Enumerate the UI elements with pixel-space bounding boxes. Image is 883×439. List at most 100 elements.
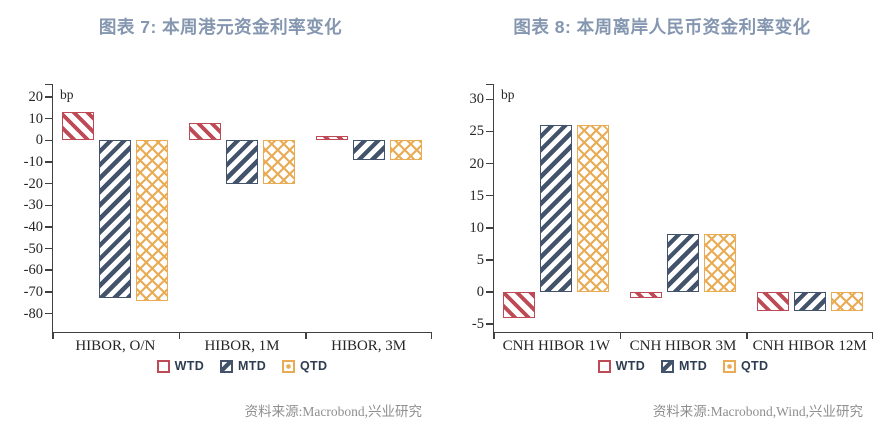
y-axis-tick-label: 0 xyxy=(476,283,484,300)
bar-wtd-hibor-1m xyxy=(189,122,221,141)
legend-swatch-mtd-icon xyxy=(220,359,234,373)
y-axis-end-tick xyxy=(486,83,493,85)
bar-wtd-cnh-hibor-12m xyxy=(756,291,789,312)
bar-mtd-cnh-hibor-1w xyxy=(540,125,573,292)
x-axis-tick xyxy=(493,333,495,339)
bar-qtd-hibor-1m xyxy=(263,140,295,184)
y-axis-tick xyxy=(45,182,52,185)
y-axis-tick-label: -30 xyxy=(23,197,43,214)
y-axis-tick-label: 10 xyxy=(28,110,44,127)
y-axis-tick xyxy=(45,312,52,315)
y-axis-unit-label: bp xyxy=(60,87,74,102)
legend-item-wtd: WTD xyxy=(597,359,646,373)
x-axis-tick xyxy=(619,333,622,339)
y-axis-tick xyxy=(45,96,52,98)
x-axis-category-label: CNH HIBOR 12M xyxy=(752,338,867,354)
x-axis-tick xyxy=(305,333,307,339)
bar-wtd-cnh-hibor-1w xyxy=(503,291,536,318)
legend-label-qtd: QTD xyxy=(741,359,769,373)
legend-swatch-mtd-icon xyxy=(661,359,675,373)
y-axis-end-tick xyxy=(45,83,52,85)
y-axis-tick xyxy=(45,161,52,163)
y-axis-tick-label: -10 xyxy=(23,153,43,170)
legend-item-qtd: QTD xyxy=(723,359,768,373)
legend-item-mtd: MTD xyxy=(220,359,266,373)
legend-item-wtd: WTD xyxy=(156,359,205,373)
plot-area xyxy=(493,84,873,333)
y-axis-tick-label: -60 xyxy=(23,262,43,279)
y-axis-tick-label: 20 xyxy=(28,88,44,105)
y-axis-tick-label: 5 xyxy=(476,251,484,268)
y-axis-tick-label: -40 xyxy=(23,218,43,235)
legend-swatch-qtd-icon xyxy=(282,359,296,373)
figure-8-chart: bp 30 25 20 15 10 5 0 -5 CNH HIBOR 1W CNH HIBOR 3M… xyxy=(441,0,883,439)
bar-mtd-hibor-1m xyxy=(226,140,258,184)
figure-8-title: 图表 8: 本周离岸人民币资金利率变化 xyxy=(513,17,811,37)
bar-mtd-hibor-3m xyxy=(352,140,385,160)
x-axis-tick xyxy=(52,333,54,339)
y-axis-tick-label: 25 xyxy=(469,123,485,140)
y-axis-tick-label: -80 xyxy=(23,305,43,322)
bar-qtd-hibor-o-n xyxy=(136,140,169,301)
figure-7-source: 资料来源:Macrobond,兴业研究 xyxy=(244,404,422,419)
x-axis-category-label: HIBOR, 1M xyxy=(204,338,280,354)
y-axis-tick xyxy=(45,269,52,271)
y-axis-tick xyxy=(486,130,493,133)
y-axis-tick xyxy=(45,226,52,228)
y-axis-tick xyxy=(45,247,52,250)
y-axis-tick-label: -20 xyxy=(23,175,43,192)
legend-swatch-wtd-icon xyxy=(597,359,611,373)
y-axis-tick-label: -50 xyxy=(23,240,43,257)
x-axis-category-label: CNH HIBOR 3M xyxy=(629,338,737,354)
legend-label-mtd: MTD xyxy=(679,359,708,373)
y-axis-unit-label: bp xyxy=(501,87,515,102)
x-axis-end-tick xyxy=(871,333,873,339)
y-axis-tick-label: 20 xyxy=(469,155,485,172)
bar-wtd-hibor-3m xyxy=(315,135,348,141)
y-axis-tick xyxy=(486,227,493,229)
bar-mtd-hibor-o-n xyxy=(99,140,132,299)
y-axis-tick xyxy=(486,98,493,101)
figure-7-title: 图表 7: 本周港元资金利率变化 xyxy=(98,17,343,37)
y-axis-tick xyxy=(486,162,493,165)
y-axis-tick-label: 15 xyxy=(469,187,485,204)
legend: WTD MTD QTD xyxy=(493,359,873,373)
bar-qtd-cnh-hibor-1w xyxy=(577,125,610,292)
legend-label-qtd: QTD xyxy=(300,359,328,373)
legend-label-wtd: WTD xyxy=(615,359,646,373)
y-axis-tick xyxy=(486,323,493,325)
x-axis-tick xyxy=(746,333,748,339)
y-axis-tick xyxy=(45,117,52,120)
x-axis-category-label: HIBOR, O/N xyxy=(75,338,156,354)
legend-swatch-qtd-icon xyxy=(723,359,737,373)
y-axis-tick-label: -70 xyxy=(23,283,43,300)
bar-qtd-cnh-hibor-12m xyxy=(830,291,863,312)
x-axis-end-tick xyxy=(430,333,432,339)
legend: WTD MTD QTD xyxy=(52,359,432,373)
x-axis-category-label: HIBOR, 3M xyxy=(331,338,407,354)
x-axis-category-label: CNH HIBOR 1W xyxy=(502,338,611,354)
y-axis-tick-label: 10 xyxy=(469,219,485,236)
legend-label-mtd: MTD xyxy=(238,359,267,373)
figure-8: 图表 8: 本周离岸人民币资金利率变化 bp 30 25 20 15 10 5 0 -5 CNH … xyxy=(441,0,883,439)
bar-mtd-cnh-hibor-12m xyxy=(793,291,826,312)
y-axis-tick-label: 30 xyxy=(469,91,485,108)
legend-item-mtd: MTD xyxy=(661,359,707,373)
y-axis-tick-label: -5 xyxy=(471,316,484,332)
legend-item-qtd: QTD xyxy=(282,359,327,373)
bar-wtd-cnh-hibor-3m xyxy=(630,291,662,299)
bar-mtd-cnh-hibor-3m xyxy=(667,234,699,292)
figure-7-chart: bp 20 10 0 -10 -20 -30 -40 -50 -60 -70 -80 HIBOR, O/… xyxy=(0,0,441,439)
y-axis-tick xyxy=(45,291,52,293)
y-axis-tick xyxy=(45,139,52,142)
legend-swatch-wtd-icon xyxy=(156,359,170,373)
figure-7: 图表 7: 本周港元资金利率变化 bp 20 10 0 -10 -20 -30 -40 -50 -… xyxy=(0,0,441,439)
figure-8-source: 资料来源:Macrobond,Wind,兴业研究 xyxy=(652,404,863,419)
y-axis-tick xyxy=(486,259,493,261)
y-axis-tick xyxy=(45,204,52,206)
bar-qtd-hibor-3m xyxy=(389,140,422,160)
legend-label-wtd: WTD xyxy=(174,359,205,373)
plot-area xyxy=(52,84,432,333)
y-axis-tick xyxy=(486,291,493,293)
